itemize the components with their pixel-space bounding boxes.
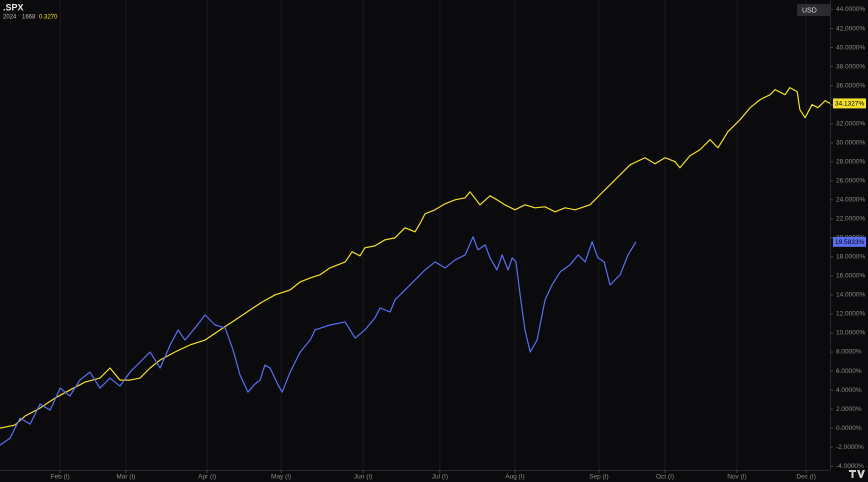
x-tick-label: Apr (I) [198, 474, 216, 481]
chart-title: .SPX [3, 2, 24, 12]
y-tick-label: 6.0000% [836, 368, 862, 375]
y-tick-label: -2.0000% [836, 444, 864, 451]
x-tick-label: Mar (I) [116, 474, 135, 481]
logo [849, 470, 865, 478]
y-tick-label: 30.0000% [836, 139, 865, 146]
x-tick-label: Feb (I) [51, 474, 70, 481]
y-tick-label: -4.0000% [836, 463, 864, 470]
y-tick-label: 28.0000% [836, 158, 865, 165]
grid [59, 0, 807, 470]
y-tick-label: 12.0000% [836, 311, 865, 318]
subtitle-item: 0.3270 [39, 15, 58, 21]
y-tick-label: 24.0000% [836, 197, 865, 204]
y-tick-label: 42.0000% [836, 25, 865, 32]
y-tick-label: 2.0000% [836, 406, 862, 413]
y-tick-label: 26.0000% [836, 177, 865, 184]
y-tick-label: 8.0000% [836, 349, 862, 356]
y-tick-label: 44.0000% [836, 6, 865, 13]
x-tick-label: Sep (I) [589, 474, 609, 481]
subtitle-item: 1668 [22, 15, 36, 21]
subtitle-item: 2024 [3, 15, 17, 21]
x-tick-label: Nov (I) [727, 474, 747, 481]
lines [0, 87, 831, 446]
series-line [0, 236, 637, 446]
x-tick-label: Dec (I) [796, 474, 816, 481]
x-tick-label: Jul (I) [432, 474, 448, 481]
x-tick-label: Aug (I) [505, 474, 525, 481]
currency-button-bg[interactable] [797, 4, 831, 16]
last-value-label: 19.5833% [835, 239, 864, 246]
y-tick-label: 10.0000% [836, 330, 865, 337]
series-line [0, 87, 831, 429]
last-value-label: 34.1327% [835, 101, 864, 108]
y-tick-label: 36.0000% [836, 82, 865, 89]
x-tick-label: Jun (I) [354, 474, 372, 481]
last-value-tag [833, 236, 866, 247]
y-tick-label: 40.0000% [836, 44, 865, 51]
y-tick-label: 32.0000% [836, 120, 865, 127]
logo-mark [849, 470, 865, 478]
y-tick-label: 22.0000% [836, 216, 865, 223]
x-tick-label: May (I) [271, 474, 291, 481]
y-tick-label: 14.0000% [836, 292, 865, 299]
y-tick-label: 38.0000% [836, 63, 865, 70]
y-tick-label: 0.0000% [836, 425, 862, 432]
y-tick-label: 18.0000% [836, 254, 865, 261]
y-tick-label: 4.0000% [836, 387, 862, 394]
last-value-tag [833, 98, 866, 109]
currency-button[interactable]: USD [797, 4, 831, 16]
y-tick-label: 16.0000% [836, 273, 865, 280]
x-tick-label: Oct (I) [656, 474, 674, 481]
currency-button-label[interactable]: USD [802, 7, 817, 14]
